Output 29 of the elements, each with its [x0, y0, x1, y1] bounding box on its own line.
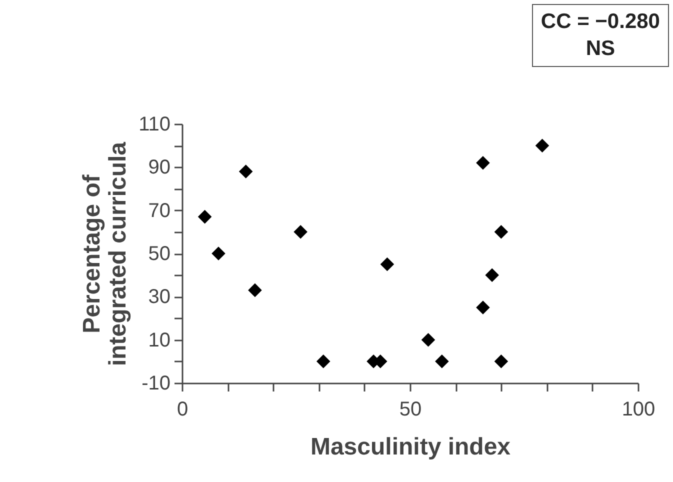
x-tick-label: 50: [399, 398, 422, 420]
point: [421, 332, 436, 347]
y-tick-label: 110: [138, 114, 170, 136]
text: NS: [584, 36, 616, 62]
point: [380, 257, 394, 272]
x-tick-label: 0: [176, 398, 188, 420]
point: [494, 354, 508, 368]
point: [212, 246, 226, 260]
y-tick-label: 50: [148, 243, 170, 265]
point: [238, 164, 253, 178]
point: [198, 210, 212, 224]
y-tick-label: 10: [148, 329, 170, 352]
y-tick-label: 90: [148, 156, 170, 179]
point: [316, 354, 330, 368]
point: [476, 300, 490, 314]
point: [476, 156, 490, 170]
x-axis-title: Masculinity index: [310, 434, 512, 460]
point: [294, 225, 308, 239]
x-tick-label: 100: [622, 398, 656, 420]
y-tick-label: -10: [142, 372, 170, 394]
y-tick-label: 30: [148, 286, 170, 308]
point: [494, 225, 508, 239]
point: [535, 138, 550, 152]
point: [485, 268, 499, 282]
point: [248, 283, 262, 298]
point: [435, 354, 449, 368]
y-tick-label: 70: [148, 200, 170, 222]
text: CC = −0.280: [540, 9, 660, 35]
y-axis-title: Percentage of integrated curricula: [78, 141, 132, 366]
